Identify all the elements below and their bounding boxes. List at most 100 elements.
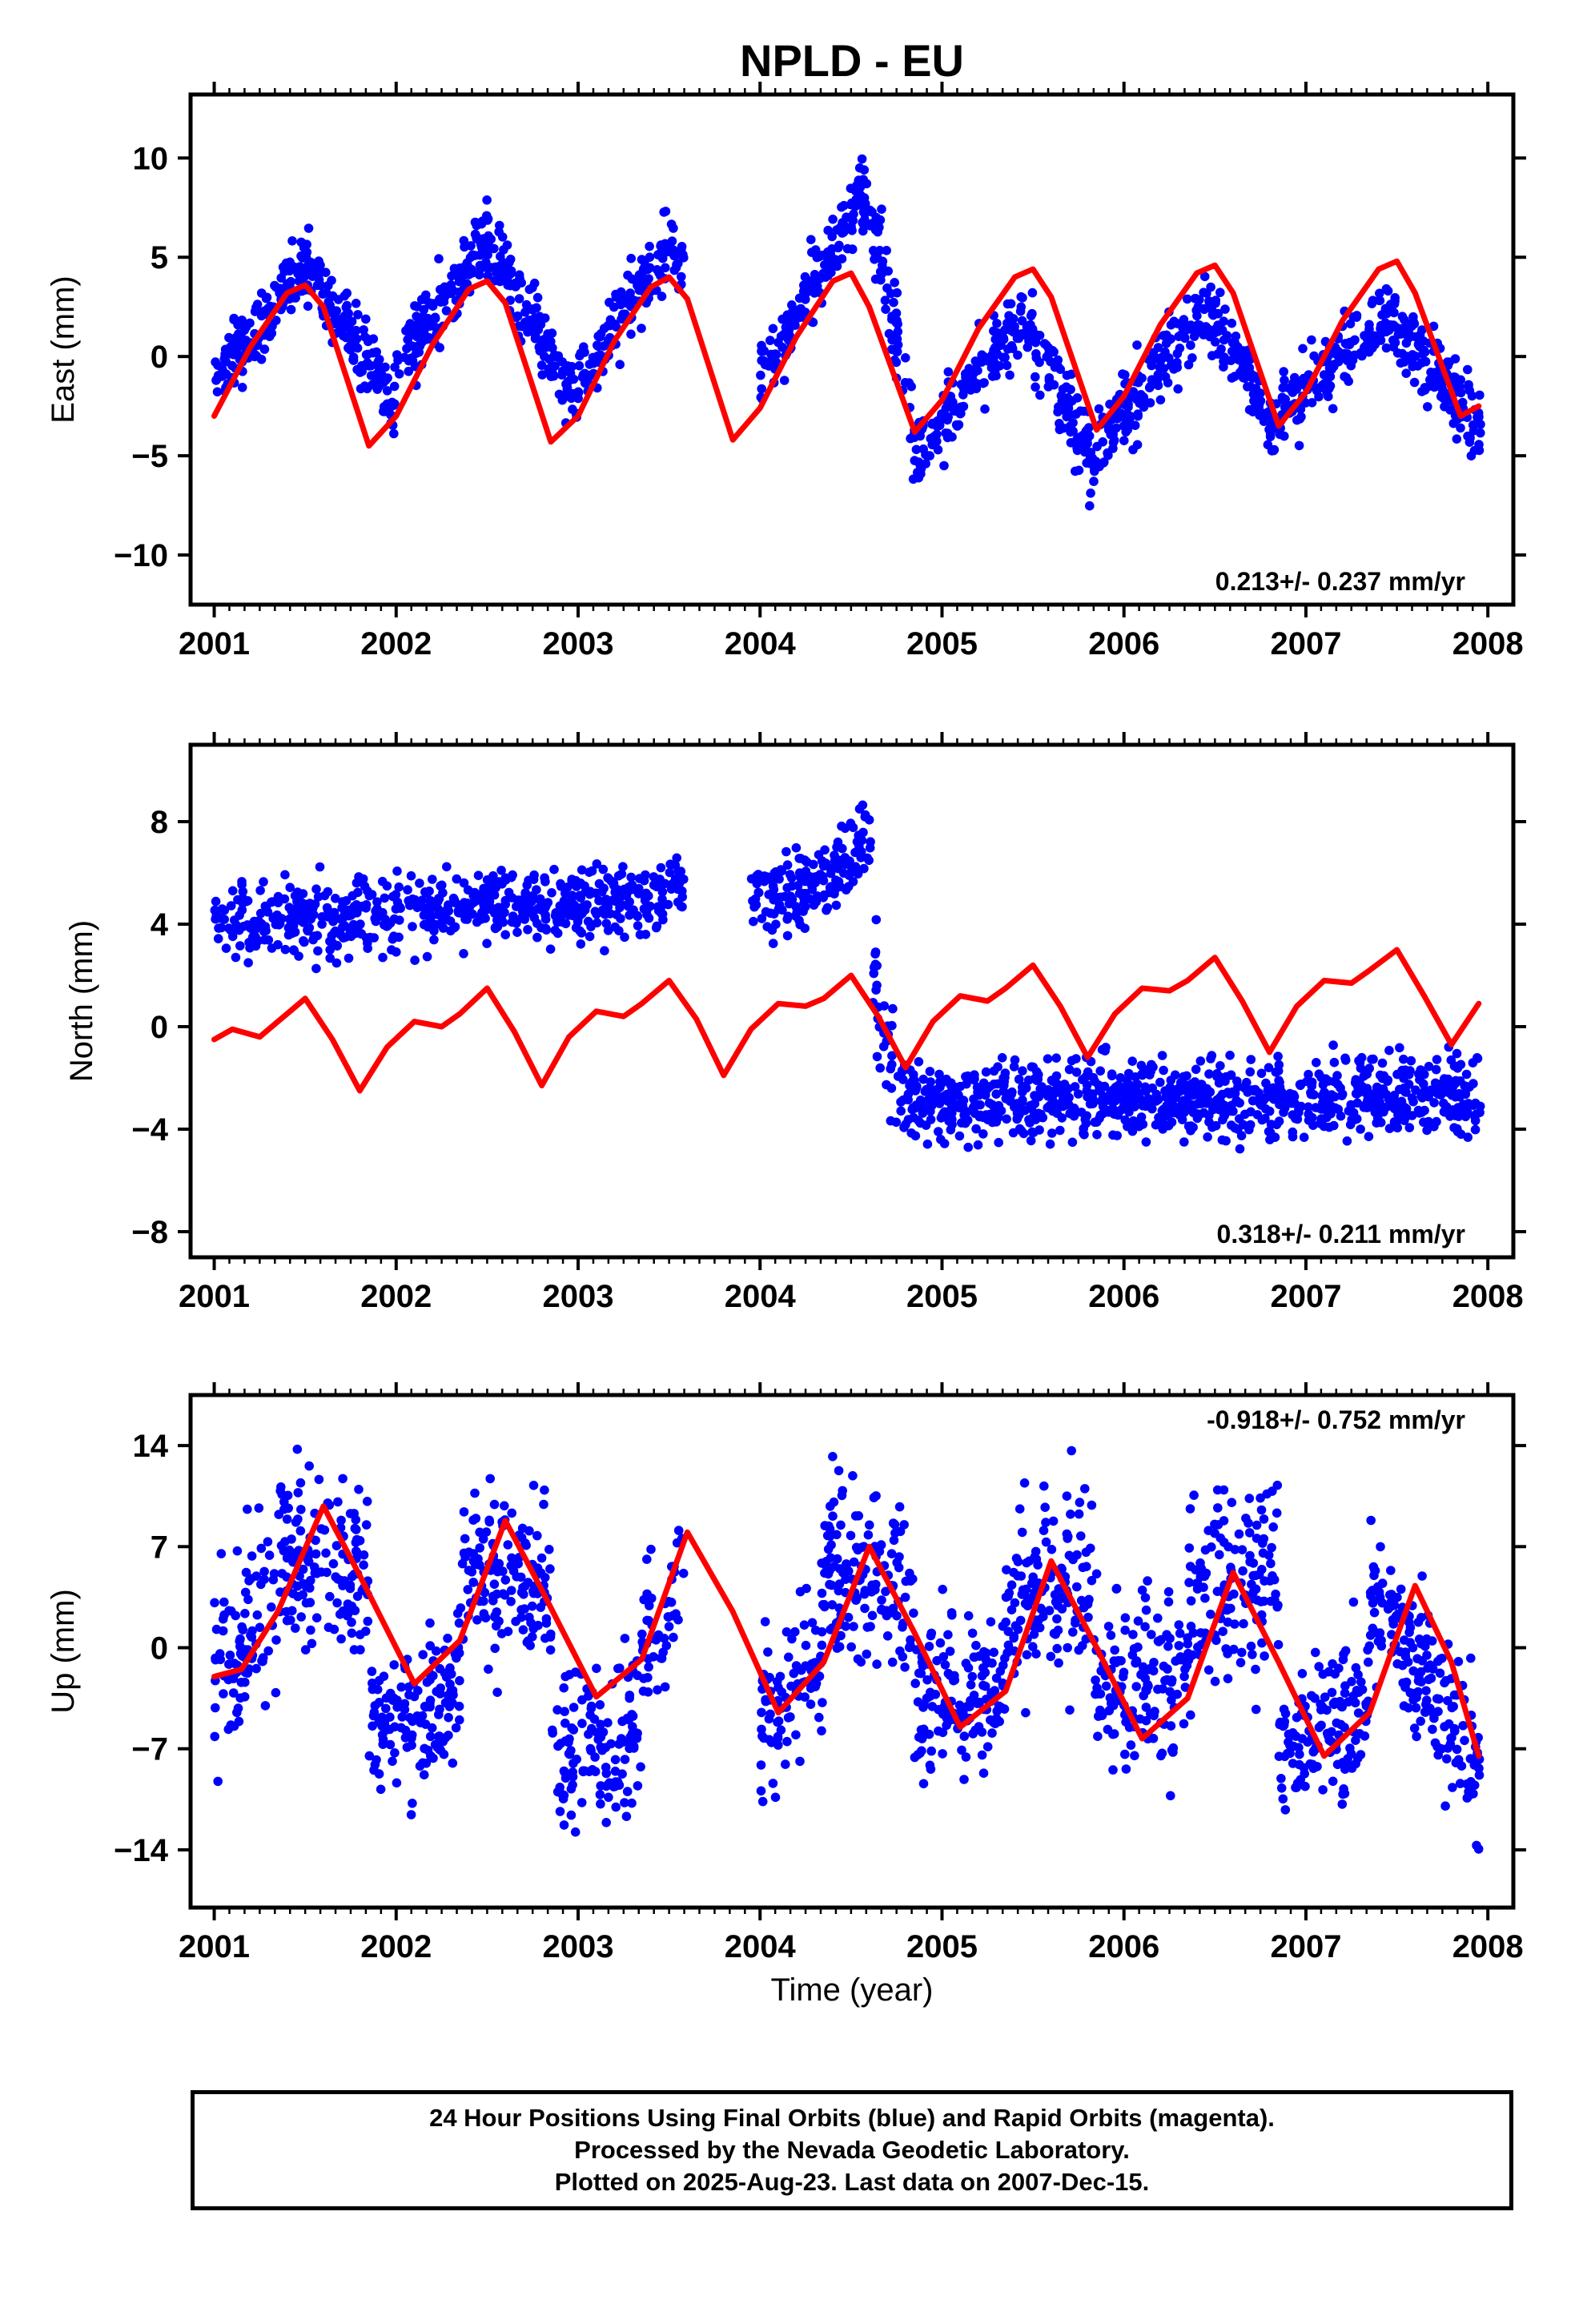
data-point (1430, 368, 1440, 377)
data-point (656, 240, 666, 250)
data-point (974, 1722, 984, 1731)
data-point (827, 1600, 838, 1610)
data-point (240, 1609, 250, 1618)
data-point (379, 1671, 389, 1681)
data-point (849, 1622, 858, 1631)
data-point (1264, 1063, 1274, 1072)
data-point (603, 926, 613, 935)
data-point (236, 1678, 247, 1687)
data-point (448, 1758, 458, 1768)
data-point (1417, 1089, 1427, 1099)
data-point (917, 1734, 927, 1743)
data-point (959, 1775, 969, 1784)
data-point (1153, 343, 1163, 352)
data-point (921, 1120, 931, 1130)
data-point (787, 300, 797, 310)
data-point (1181, 1080, 1191, 1090)
data-point (1021, 1707, 1031, 1718)
data-point (1016, 1571, 1027, 1581)
data-point (978, 1768, 989, 1778)
data-point (464, 270, 474, 279)
data-point (637, 1629, 647, 1639)
data-point (621, 891, 632, 900)
data-point (1098, 437, 1107, 447)
data-point (1123, 424, 1133, 435)
data-point (412, 312, 421, 321)
data-point (791, 1730, 801, 1740)
data-point (872, 1659, 882, 1669)
data-point (1047, 1128, 1057, 1138)
data-point (628, 1711, 638, 1721)
data-point (227, 886, 238, 896)
data-point (1195, 1109, 1205, 1119)
data-point (480, 1587, 490, 1598)
data-point (451, 1723, 461, 1733)
data-point (1019, 1478, 1030, 1488)
data-point (435, 1704, 444, 1715)
data-point (475, 1527, 484, 1538)
data-point (926, 1106, 935, 1116)
data-point (784, 1652, 794, 1663)
data-point (934, 1127, 943, 1136)
data-point (828, 215, 838, 224)
data-point (1256, 1068, 1267, 1079)
data-point (1079, 406, 1089, 416)
x-tick-label: 2007 (1270, 1279, 1341, 1314)
data-point (768, 1779, 778, 1788)
data-point (299, 918, 308, 927)
data-point (339, 291, 350, 301)
data-point (886, 288, 896, 299)
data-point (626, 329, 636, 340)
data-point (437, 880, 447, 891)
data-point (892, 347, 902, 356)
data-point (500, 1575, 511, 1585)
data-point (528, 891, 538, 901)
data-point (858, 226, 868, 236)
data-point (1179, 1137, 1189, 1147)
data-point (611, 322, 621, 332)
data-point (213, 1776, 223, 1787)
data-point (1304, 1102, 1313, 1112)
data-point (659, 207, 669, 217)
data-point (259, 927, 269, 936)
data-point (1390, 296, 1400, 306)
data-point (1183, 360, 1194, 370)
data-point (588, 1765, 597, 1775)
data-point (1022, 331, 1031, 341)
data-point (420, 1743, 429, 1754)
data-point (549, 864, 559, 875)
data-point (1374, 1084, 1384, 1094)
data-point (532, 904, 543, 914)
data-point (603, 873, 613, 883)
data-point (661, 1641, 672, 1651)
data-point (595, 1790, 605, 1799)
data-point (818, 268, 829, 279)
data-point (224, 1659, 234, 1669)
data-point (817, 1588, 827, 1598)
data-point (823, 250, 833, 259)
data-point (1395, 1084, 1404, 1095)
data-point (947, 1610, 957, 1620)
data-point (1170, 1070, 1180, 1080)
data-point (798, 892, 809, 903)
data-point (268, 1574, 279, 1585)
data-point (1186, 320, 1195, 330)
data-point (539, 1499, 548, 1510)
data-point (1409, 377, 1420, 388)
data-point (212, 387, 223, 397)
data-point (886, 1549, 897, 1558)
data-point (1348, 1108, 1359, 1118)
data-point (219, 905, 230, 915)
data-point (1136, 1095, 1146, 1104)
data-point (601, 1818, 611, 1827)
data-point (570, 1827, 581, 1837)
model-curve-north (211, 947, 1482, 1094)
data-point (422, 907, 432, 917)
data-point (565, 368, 576, 378)
data-point (1275, 429, 1285, 440)
data-point (234, 329, 243, 339)
rate-annotation-east: 0.213+/- 0.237 mm/yr (1215, 567, 1465, 596)
data-point (777, 905, 787, 915)
data-point (1304, 1109, 1313, 1119)
data-point (1292, 1114, 1303, 1124)
